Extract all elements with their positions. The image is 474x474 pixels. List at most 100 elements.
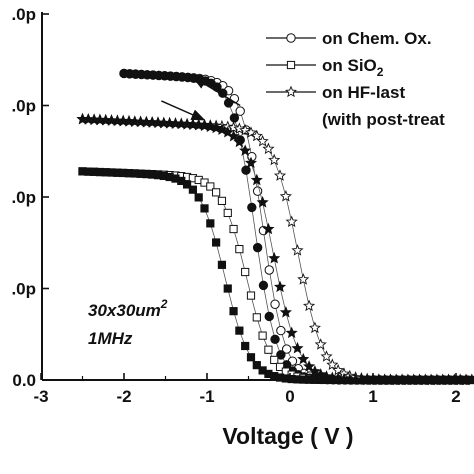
data-point-star [314, 338, 327, 350]
data-point-star [285, 326, 298, 339]
data-point-star [285, 215, 298, 228]
data-point-square [252, 313, 261, 322]
legend-label: (with post-treat [322, 110, 445, 129]
data-point-star [244, 156, 257, 169]
data-point-square [206, 182, 215, 191]
data-point-star [326, 358, 339, 370]
data-point-circle [235, 106, 245, 116]
series-square [78, 167, 474, 385]
data-point-star [302, 360, 316, 372]
data-point-star [302, 299, 316, 312]
x-tick-label: -3 [33, 387, 48, 406]
data-point-star [273, 169, 287, 181]
data-point-circle [270, 334, 280, 345]
legend-label: on SiO2 [322, 56, 384, 79]
data-point-star [273, 280, 287, 293]
annotation-text: 1MHz [88, 329, 133, 348]
data-point-circle [276, 325, 286, 336]
data-point-circle [264, 265, 274, 275]
data-point-square [270, 355, 279, 365]
data-point-star [250, 129, 263, 142]
data-point-square [200, 204, 209, 213]
x-tick-label: 2 [451, 387, 460, 406]
legend-label: on Chem. Ox. [322, 29, 432, 48]
data-point-star [279, 305, 292, 318]
data-point-square [241, 267, 250, 277]
data-point-star [284, 85, 298, 98]
annotation-text: 30x30um2 [88, 297, 168, 320]
legend-item: on SiO2 [266, 56, 384, 79]
data-point-star [198, 119, 211, 132]
y-tick-label: .0p [11, 5, 36, 24]
x-tick-label: -1 [199, 387, 214, 406]
data-point-star [239, 144, 252, 156]
x-tick-label: 0 [285, 387, 294, 406]
legend-item: on Chem. Ox. [266, 29, 432, 48]
data-point-circle [258, 280, 269, 291]
data-point-square [229, 307, 238, 316]
legend-label-subscript: 2 [377, 65, 384, 79]
data-point-square [194, 193, 203, 202]
data-point-square [206, 219, 215, 228]
legend: on Chem. Ox. on SiO2 on HF-last (with post-… [266, 29, 445, 129]
data-point-square [235, 326, 244, 335]
data-point-star [256, 196, 269, 208]
y-tick-label: 0.0 [12, 371, 36, 390]
data-point-circle [264, 311, 274, 322]
x-tick-label: -2 [116, 387, 131, 406]
data-point-star [250, 173, 263, 186]
data-point-circle [270, 299, 280, 309]
legend-label: on HF-last [322, 83, 405, 102]
data-point-square [217, 260, 227, 269]
data-point-circle [286, 33, 296, 43]
data-point-star [297, 273, 310, 285]
data-point-star [268, 153, 281, 166]
data-point-square [264, 345, 273, 354]
data-point-star [291, 244, 304, 256]
annotations: 30x30um2 1MHz [88, 297, 168, 348]
data-point-square [188, 185, 197, 194]
data-point-square [241, 341, 250, 351]
data-point-circle [276, 350, 286, 360]
data-point-square [212, 238, 221, 247]
data-point-star [204, 120, 217, 133]
data-point-star [233, 135, 246, 148]
data-point-square [217, 196, 227, 205]
axes-layer: -3 -2 -1 0 1 2 0.0 .0p .0p .0p .0p [11, 5, 474, 406]
y-tick-label: .0p [11, 97, 36, 116]
x-tick-label: 1 [368, 387, 377, 406]
series-line [82, 171, 472, 381]
annotation-superscript: 2 [160, 297, 168, 311]
data-point-square [286, 60, 296, 70]
data-point-star [314, 368, 327, 380]
data-point-star [262, 222, 275, 235]
data-point-star [320, 350, 333, 362]
series-line [82, 171, 472, 381]
sweep-arrow [192, 76, 241, 107]
legend-item: on HF-last [266, 83, 405, 102]
legend-item: (with post-treat [322, 110, 445, 129]
data-point-square [246, 353, 256, 362]
data-point-square [223, 284, 232, 293]
data-point-star [320, 370, 333, 382]
data-point-square [252, 361, 261, 370]
data-point-star [291, 341, 304, 354]
data-point-square [212, 188, 221, 197]
data-point-square [235, 245, 244, 254]
data-point-square [275, 362, 285, 372]
data-point-star [308, 321, 321, 334]
data-point-star [256, 134, 269, 147]
sweep-arrow [161, 100, 206, 121]
data-point-circle [281, 344, 292, 354]
x-axis-title: Voltage ( V ) [222, 423, 353, 449]
data-point-square [246, 291, 256, 300]
data-point-star [279, 190, 292, 202]
data-point-circle [252, 242, 263, 253]
data-point-square [258, 331, 267, 340]
data-point-circle [247, 202, 257, 213]
y-tick-label: .0p [11, 188, 36, 207]
data-point-star [227, 129, 240, 142]
data-point-circle [252, 186, 263, 196]
y-tick-label: .0p [11, 280, 36, 299]
